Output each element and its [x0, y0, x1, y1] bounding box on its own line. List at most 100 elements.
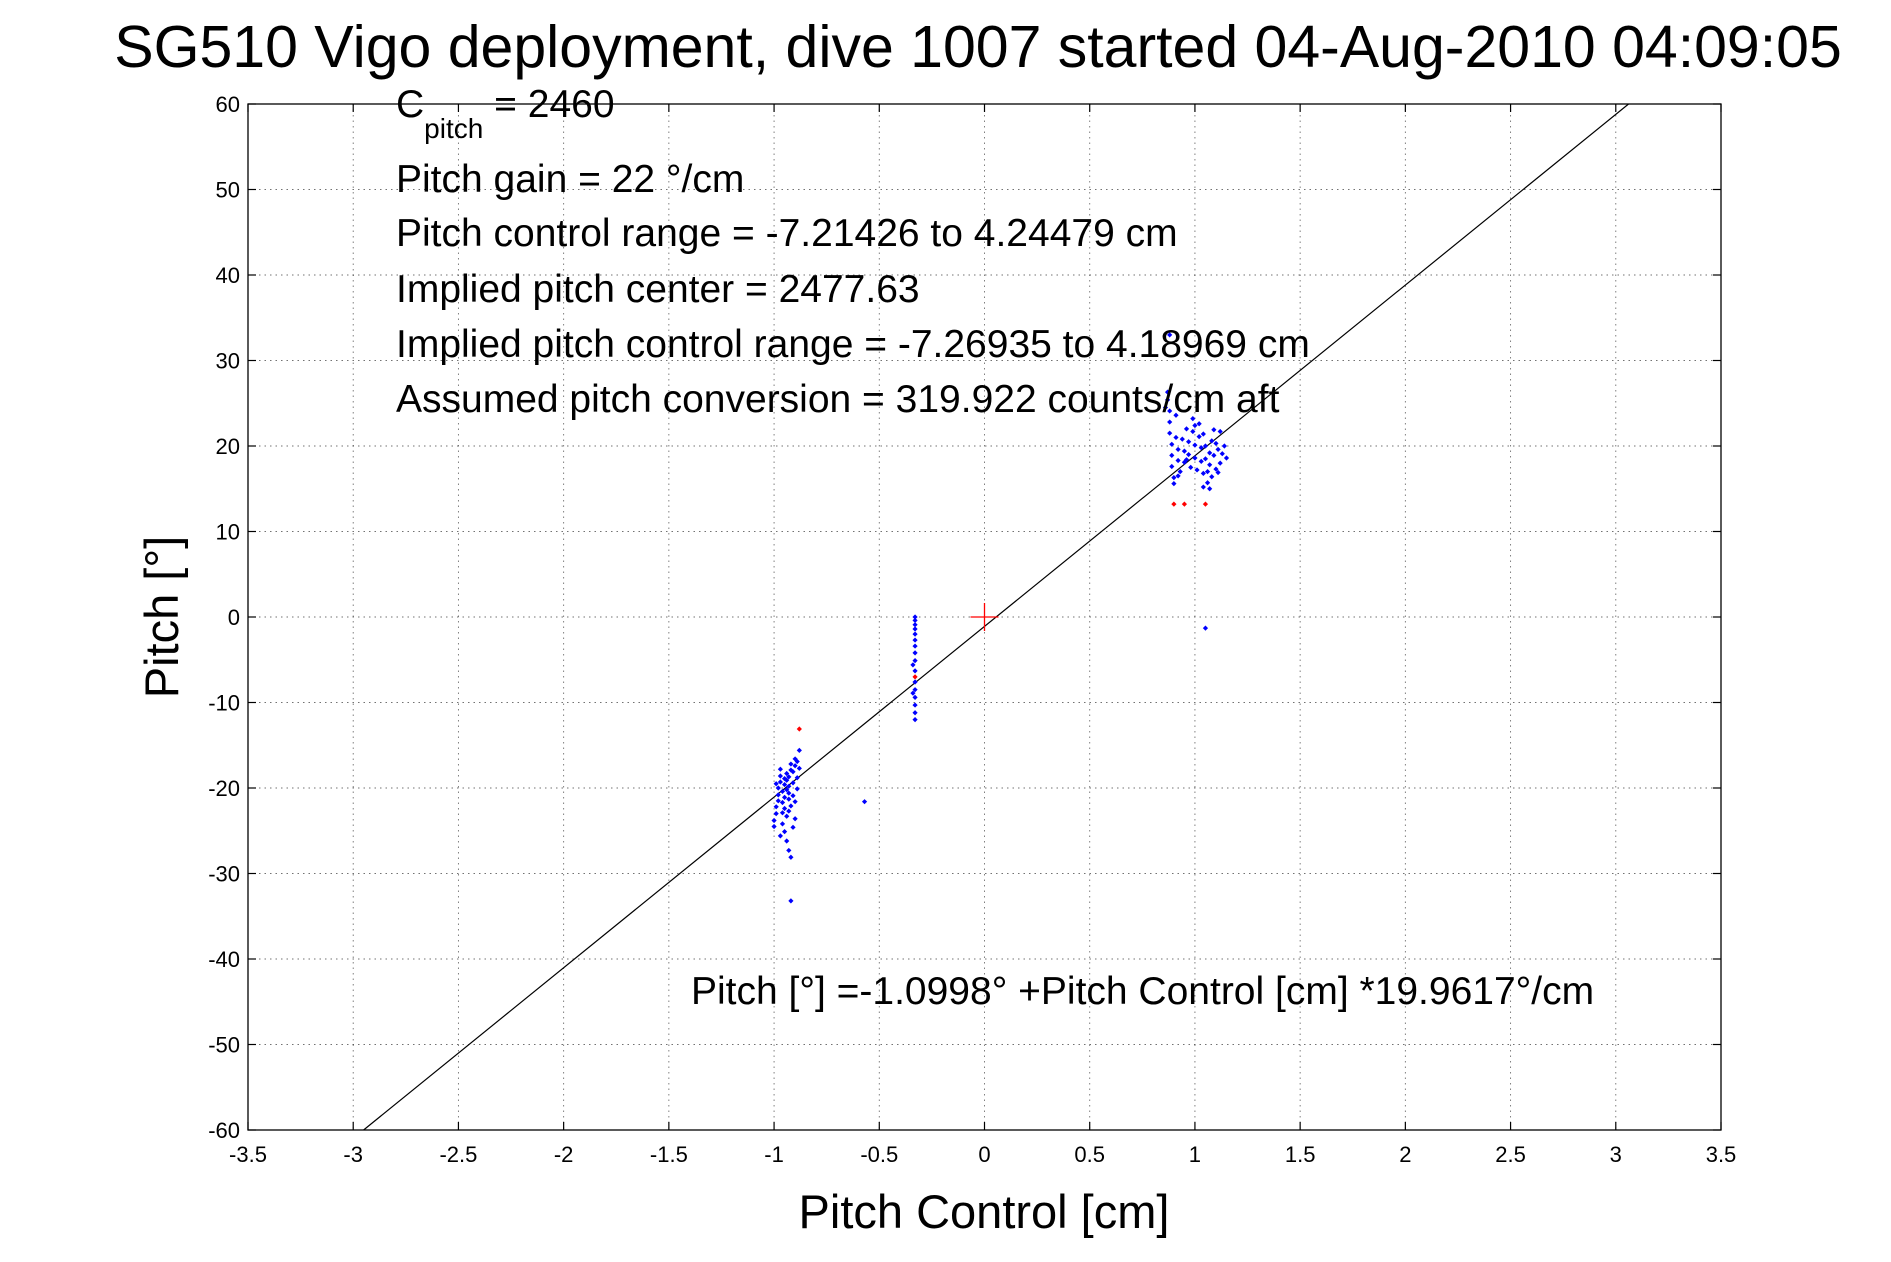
data-point — [910, 690, 916, 696]
data-point — [1194, 467, 1200, 473]
y-axis-label: Pitch [°] — [135, 536, 188, 698]
data-point — [788, 803, 794, 809]
annotation-c-pitch: Cpitch = 2460 — [396, 83, 615, 144]
data-point — [1192, 442, 1198, 448]
data-point — [1200, 431, 1206, 437]
data-point — [912, 658, 918, 664]
c-pitch-value: = 2460 — [483, 83, 614, 126]
data-point — [1171, 475, 1177, 481]
data-point — [1188, 464, 1194, 470]
data-point — [1215, 469, 1221, 476]
data-point — [771, 823, 777, 830]
data-point — [1171, 481, 1177, 487]
data-point — [912, 702, 918, 708]
data-point — [786, 847, 792, 854]
data-point — [786, 808, 792, 814]
outlier-point — [1171, 501, 1177, 507]
data-point — [788, 761, 794, 767]
data-point — [1217, 460, 1223, 466]
data-point — [775, 792, 781, 798]
data-point — [781, 805, 788, 812]
data-point — [1162, 404, 1169, 411]
data-point — [777, 833, 783, 839]
data-point — [1167, 430, 1173, 436]
data-point — [781, 781, 788, 788]
data-point — [1173, 434, 1179, 441]
x-tick-label: 3 — [1610, 1142, 1622, 1167]
y-tick-label: -30 — [208, 862, 240, 887]
data-point — [1169, 463, 1175, 470]
data-point — [784, 813, 790, 819]
y-tick-label: -60 — [208, 1118, 240, 1143]
data-point — [1207, 462, 1213, 468]
data-point — [1192, 455, 1198, 461]
annotation-assumed-conversion: Assumed pitch conversion = 319.922 count… — [396, 378, 1280, 421]
data-point — [910, 662, 916, 668]
data-point — [771, 817, 777, 824]
data-point — [1207, 486, 1213, 492]
data-point — [1167, 419, 1173, 425]
data-point — [786, 783, 792, 789]
data-point — [788, 767, 794, 773]
data-point — [1183, 457, 1190, 463]
y-tick-label: 10 — [216, 520, 240, 545]
data-point — [775, 785, 781, 791]
annotation-implied-range: Implied pitch control range = -7.26935 t… — [396, 323, 1310, 366]
data-point — [1213, 466, 1219, 472]
data-point — [1204, 480, 1211, 486]
x-tick-label: -3.5 — [229, 1142, 267, 1167]
data-point — [779, 788, 786, 795]
data-point — [1164, 397, 1171, 403]
data-point — [779, 821, 786, 827]
y-tick-label: -40 — [208, 947, 240, 972]
annotation-pitch-gain: Pitch gain = 22 °/cm — [396, 158, 744, 201]
data-point — [792, 756, 798, 762]
y-tick-label: 40 — [216, 263, 240, 288]
data-point — [1186, 439, 1192, 445]
outlier-point — [912, 674, 918, 680]
data-point — [1190, 416, 1196, 422]
data-point — [1219, 451, 1225, 457]
x-tick-label: 0 — [978, 1142, 990, 1167]
data-point — [788, 854, 794, 860]
data-point — [1175, 446, 1181, 453]
data-point — [790, 780, 796, 786]
data-point — [1200, 470, 1206, 476]
data-point — [1200, 484, 1206, 490]
data-point — [1204, 469, 1211, 475]
x-tick-labels: -3.5 -3 -2.5 -2 -1.5 -1 -0.5 0 0.5 1 1.5 2 2.5 3 3.5 — [229, 104, 1736, 1167]
data-point — [1179, 436, 1185, 442]
data-point — [1211, 452, 1217, 459]
data-point — [781, 794, 788, 801]
data-point — [1192, 422, 1198, 429]
x-tick-label: 2.5 — [1495, 1142, 1526, 1167]
data-point — [773, 804, 779, 810]
data-point — [1181, 448, 1188, 454]
data-point — [775, 798, 781, 804]
data-points — [771, 332, 1230, 904]
data-point — [912, 717, 918, 723]
data-point — [1211, 427, 1217, 433]
x-tick-label: 1 — [1189, 1142, 1201, 1167]
data-point — [912, 650, 918, 656]
data-point — [1202, 443, 1209, 449]
data-point — [1198, 445, 1204, 451]
data-point — [784, 787, 790, 793]
annotation-fit-equation: Pitch [°] =-1.0998° +Pitch Control [cm] … — [691, 970, 1594, 1013]
data-point — [1167, 408, 1173, 414]
data-point — [1183, 426, 1190, 432]
x-tick-label: -1.5 — [650, 1142, 688, 1167]
data-point — [1177, 469, 1183, 475]
data-point — [1213, 440, 1219, 447]
data-point — [1167, 332, 1173, 338]
data-point — [784, 770, 790, 777]
data-point — [790, 769, 796, 775]
data-point — [1190, 428, 1196, 435]
data-point — [1215, 446, 1221, 453]
data-point — [1196, 421, 1202, 427]
data-point — [1169, 452, 1175, 459]
data-point — [792, 763, 798, 769]
outlier-point — [1202, 501, 1209, 507]
data-point — [779, 799, 786, 806]
data-point — [912, 614, 918, 620]
